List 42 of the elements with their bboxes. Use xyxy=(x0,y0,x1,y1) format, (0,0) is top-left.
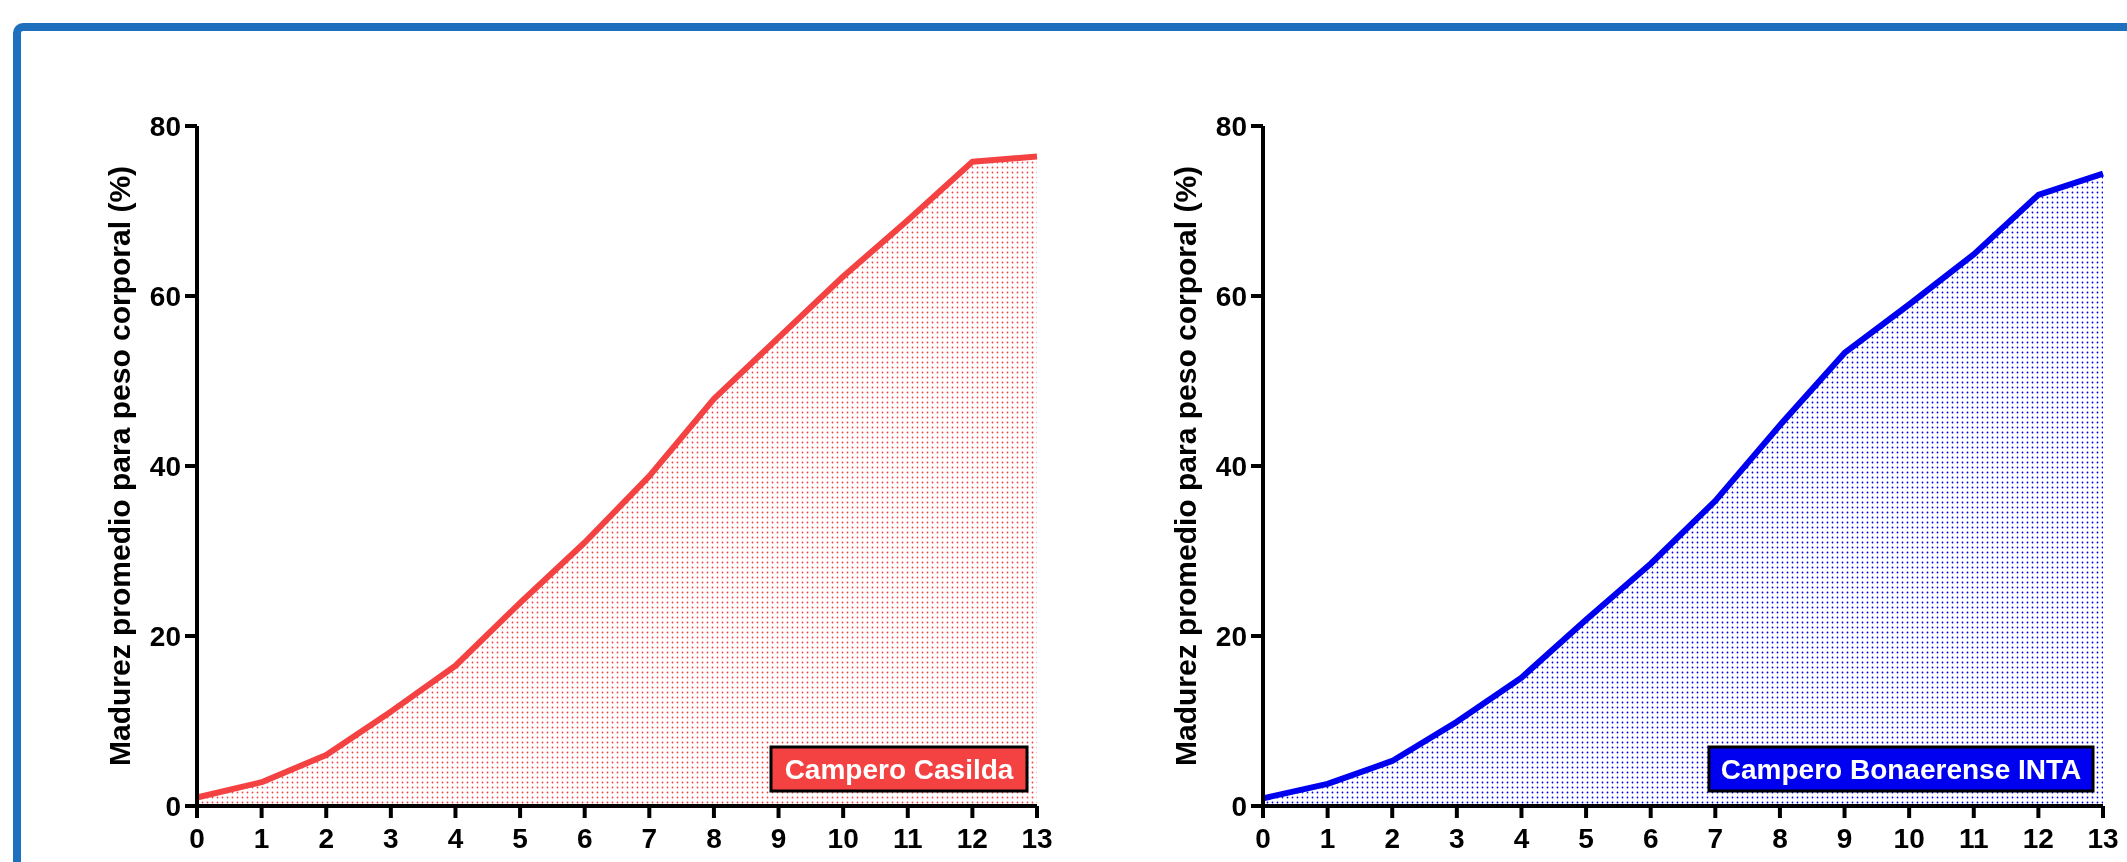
x-tick-label: 9 xyxy=(770,823,787,854)
y-tick-label: 40 xyxy=(149,450,181,482)
x-tick-label: 1 xyxy=(253,823,270,854)
x-tick-label: 3 xyxy=(1449,823,1465,854)
y-tick-label: 0 xyxy=(165,790,181,822)
x-tick-label: 1 xyxy=(1319,823,1336,854)
x-tick-label: 4 xyxy=(1513,823,1530,854)
x-tick-label: 11 xyxy=(1958,823,1989,854)
x-tick-label: 3 xyxy=(383,823,399,854)
y-tick-label: 0 xyxy=(1231,790,1247,822)
x-tick-label: 10 xyxy=(1893,823,1925,854)
x-tick-label: 8 xyxy=(706,823,722,854)
x-tick-label: 6 xyxy=(1642,823,1659,854)
x-tick-label: 0 xyxy=(1255,823,1271,854)
y-tick-label: 20 xyxy=(149,620,181,652)
x-tick-label: 0 xyxy=(189,823,205,854)
x-tick-label: 4 xyxy=(447,823,464,854)
y-tick-label: 60 xyxy=(1215,280,1247,312)
x-tick-label: 10 xyxy=(827,823,859,854)
y-tick-label: 20 xyxy=(1215,620,1247,652)
x-tick-label: 2 xyxy=(318,823,335,854)
x-tick-label: 6 xyxy=(576,823,593,854)
y-tick-label: 80 xyxy=(1215,110,1247,142)
y-axis-title: Madurez promedio para peso corporal (%) xyxy=(1168,165,1202,767)
y-tick-label: 80 xyxy=(149,110,181,142)
x-tick-label: 7 xyxy=(641,823,658,854)
x-tick-label: 12 xyxy=(956,823,988,854)
y-tick-label: 40 xyxy=(1215,450,1247,482)
series-label: Campero Casilda xyxy=(784,753,1014,785)
x-tick-label: 5 xyxy=(512,823,528,854)
y-axis-title: Madurez promedio para peso corporal (%) xyxy=(102,165,136,767)
x-tick-label: 12 xyxy=(2022,823,2054,854)
x-tick-label: 2 xyxy=(1384,823,1401,854)
x-tick-label: 7 xyxy=(1707,823,1724,854)
x-tick-label: 13 xyxy=(1021,823,1053,854)
series-label: Campero Bonaerense INTA xyxy=(1720,753,2082,785)
x-tick-label: 8 xyxy=(1772,823,1788,854)
x-tick-label: 9 xyxy=(1836,823,1853,854)
x-tick-label: 11 xyxy=(892,823,923,854)
x-tick-label: 13 xyxy=(2087,823,2119,854)
x-tick-label: 5 xyxy=(1578,823,1594,854)
y-tick-label: 60 xyxy=(149,280,181,312)
